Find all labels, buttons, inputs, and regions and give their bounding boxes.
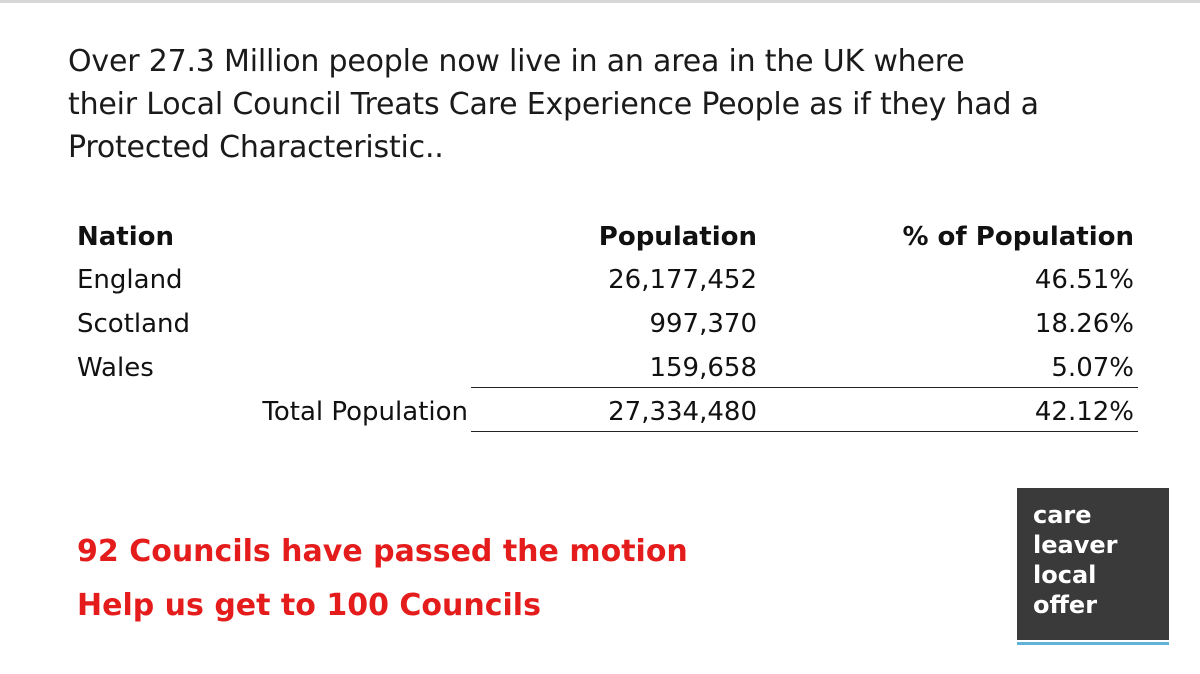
row-percent-england: 46.51% xyxy=(1034,265,1134,295)
cta-line-2: Help us get to 100 Councils xyxy=(77,588,541,623)
logo-word-offer: offer xyxy=(1033,591,1098,619)
logo-word-leaver: leaver xyxy=(1033,531,1118,559)
row-population-england: 26,177,452 xyxy=(608,265,757,295)
logo-word-care: care xyxy=(1033,501,1092,529)
row-population-scotland: 997,370 xyxy=(649,309,757,339)
header-nation: Nation xyxy=(77,222,175,252)
care-leaver-local-offer-logo: care leaver local offer xyxy=(1017,488,1169,640)
headline-line-2: their Local Council Treats Care Experien… xyxy=(68,87,1039,122)
total-percent: 42.12% xyxy=(1034,397,1134,427)
headline-line-3: Protected Characteristic.. xyxy=(68,130,444,165)
total-bottom-rule xyxy=(471,431,1138,432)
row-percent-wales: 5.07% xyxy=(1051,353,1134,383)
headline: Over 27.3 Million people now live in an … xyxy=(68,40,1148,169)
row-nation-england: England xyxy=(77,265,183,295)
row-population-wales: 159,658 xyxy=(649,353,757,383)
total-population: 27,334,480 xyxy=(608,397,757,427)
header-percent: % of Population xyxy=(902,222,1134,252)
cta-line-1: 92 Councils have passed the motion xyxy=(77,534,688,569)
row-nation-scotland: Scotland xyxy=(77,309,191,339)
logo-text: care leaver local offer xyxy=(1033,500,1117,620)
top-border xyxy=(0,0,1200,3)
headline-line-1: Over 27.3 Million people now live in an … xyxy=(68,44,965,79)
total-label: Total Population xyxy=(262,397,468,427)
total-top-rule xyxy=(471,387,1138,388)
logo-accent-bar xyxy=(1017,642,1169,645)
row-percent-scotland: 18.26% xyxy=(1034,309,1134,339)
logo-word-local: local xyxy=(1033,561,1097,589)
header-population: Population xyxy=(598,222,757,252)
row-nation-wales: Wales xyxy=(77,353,154,383)
